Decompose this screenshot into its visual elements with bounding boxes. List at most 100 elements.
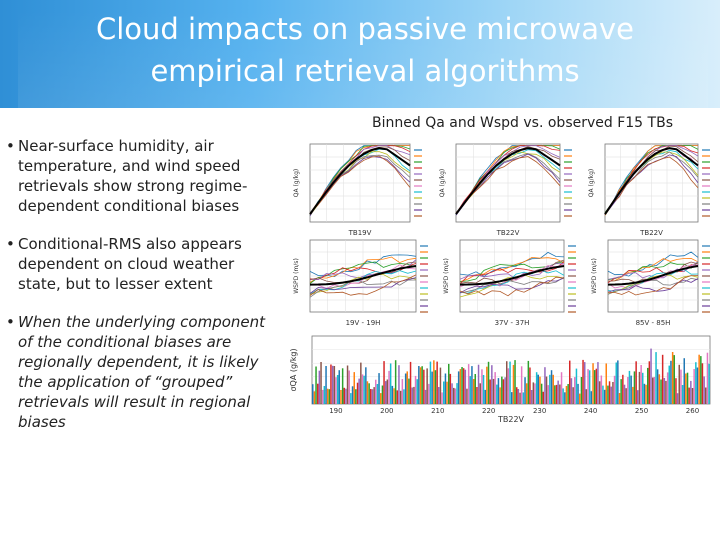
bar xyxy=(413,386,415,404)
bar xyxy=(385,381,387,404)
chart-qa-19v: TB19V QA (g/kg) xyxy=(290,140,432,238)
bar xyxy=(335,377,337,404)
bar xyxy=(391,385,394,404)
bar xyxy=(378,373,380,404)
bar xyxy=(317,383,319,404)
bar xyxy=(472,379,475,404)
bar xyxy=(438,387,440,404)
bar xyxy=(695,362,697,404)
bullet-list: • Near-surface humidity, air temperature… xyxy=(6,136,276,448)
mean-line xyxy=(459,265,565,286)
bar xyxy=(383,361,385,404)
x-axis-label: TB22V xyxy=(496,229,520,237)
bar xyxy=(593,370,596,404)
bar xyxy=(491,365,493,404)
y-axis-label: σQA (g/kg) xyxy=(289,348,298,391)
bar xyxy=(605,363,607,404)
bar xyxy=(686,372,689,404)
bar xyxy=(549,374,551,404)
bar xyxy=(353,372,355,404)
bar xyxy=(346,365,349,404)
bar xyxy=(433,360,435,404)
bar xyxy=(315,366,317,404)
tick-label: 200 xyxy=(380,407,393,415)
bar xyxy=(469,376,471,404)
title-line-2: empirical retrieval algorithms xyxy=(150,54,580,88)
bar xyxy=(494,372,496,404)
bullet-text: When the underlying component of the con… xyxy=(18,313,266,431)
bar xyxy=(351,386,354,404)
bullet-marker: • xyxy=(6,313,15,331)
x-axis-label: TB22V xyxy=(497,415,525,424)
mean-line xyxy=(309,147,411,215)
title-line-1: Cloud impacts on passive microwave xyxy=(96,12,634,46)
bar xyxy=(627,377,629,404)
bar xyxy=(584,362,586,404)
mean-line xyxy=(607,265,699,286)
bar xyxy=(681,385,684,404)
bar xyxy=(439,367,442,404)
y-axis-label: WSPD (m/s) xyxy=(591,258,598,294)
bar xyxy=(504,377,506,404)
bar xyxy=(705,387,707,404)
bar xyxy=(343,387,345,404)
bar xyxy=(424,389,427,404)
series-line xyxy=(607,261,699,280)
bar xyxy=(595,368,598,404)
bar xyxy=(318,370,321,404)
bar xyxy=(588,370,591,404)
bar xyxy=(628,370,631,404)
bar xyxy=(368,383,370,404)
bar xyxy=(660,379,662,404)
bullet-item: • When the underlying component of the c… xyxy=(6,312,276,432)
bar xyxy=(565,386,568,404)
bar xyxy=(340,390,342,404)
y-axis-label: WSPD (m/s) xyxy=(443,258,450,294)
bar xyxy=(547,385,549,404)
bar xyxy=(585,389,588,404)
series-line xyxy=(607,278,699,293)
bar xyxy=(540,383,543,404)
bar xyxy=(366,381,369,404)
bar xyxy=(482,375,485,404)
bar xyxy=(612,382,614,404)
y-axis-label: QA (g/kg) xyxy=(439,169,446,198)
bar xyxy=(670,360,672,404)
bar xyxy=(443,381,445,404)
bar xyxy=(652,377,654,404)
bullet-item: • Conditional-RMS also appears dependent… xyxy=(6,234,276,294)
bar xyxy=(464,369,467,404)
bar xyxy=(421,366,423,404)
bar xyxy=(497,378,500,404)
bar xyxy=(688,387,690,404)
bar xyxy=(376,384,379,404)
figure-caption: Binned Qa and Wspd vs. observed F15 TBs xyxy=(372,115,673,131)
bar xyxy=(429,361,432,404)
bar xyxy=(474,374,476,404)
bar xyxy=(486,366,488,404)
bar xyxy=(572,387,574,404)
bar xyxy=(665,380,667,404)
bar xyxy=(598,381,601,404)
bar xyxy=(685,373,687,404)
bar xyxy=(323,386,326,404)
bar xyxy=(456,383,458,404)
bar xyxy=(623,384,626,404)
bar xyxy=(663,378,666,404)
series-line xyxy=(309,155,411,214)
tick-label: 260 xyxy=(686,407,699,415)
bar xyxy=(479,383,481,404)
bar xyxy=(706,352,709,404)
bar xyxy=(371,389,374,404)
bar xyxy=(487,361,490,404)
bar xyxy=(361,374,364,404)
bar xyxy=(632,386,634,404)
series-line xyxy=(455,145,561,215)
bar xyxy=(457,371,460,404)
bar xyxy=(471,366,473,404)
bar xyxy=(637,390,639,404)
bar xyxy=(564,392,566,404)
bar xyxy=(386,379,389,404)
bar xyxy=(330,364,332,404)
series-line xyxy=(459,276,565,294)
